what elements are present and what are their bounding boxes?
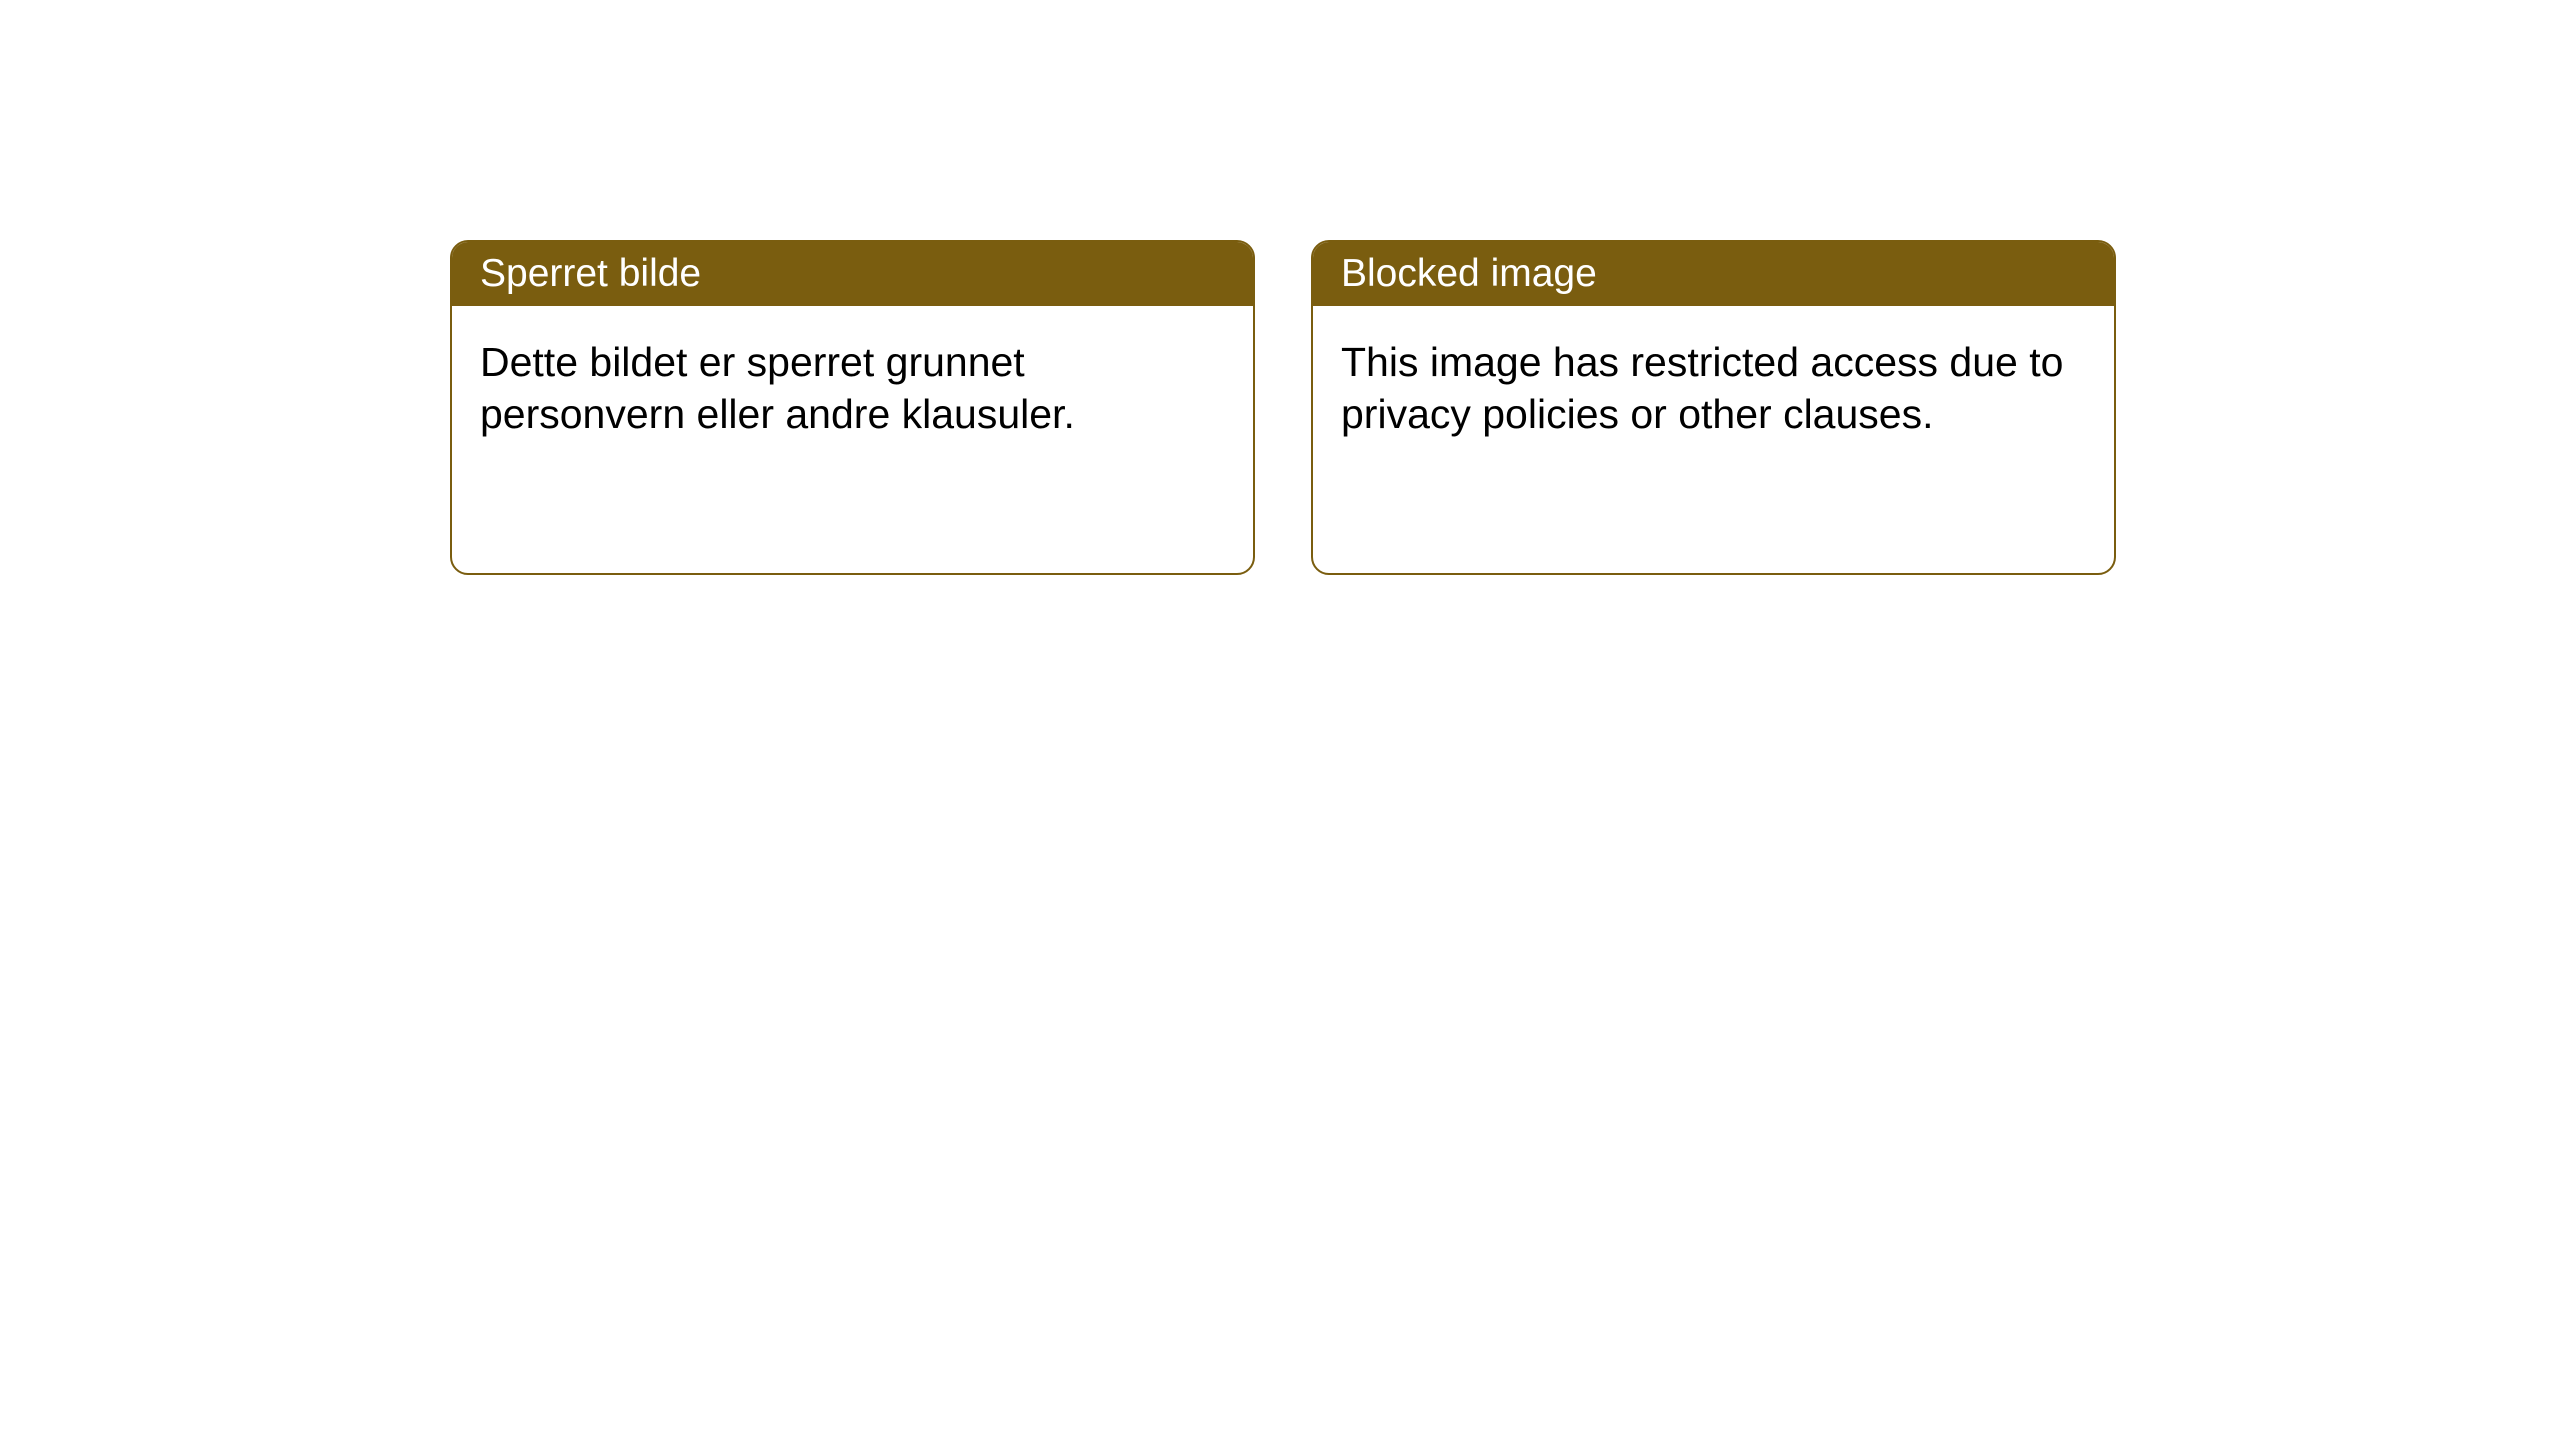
notice-card-norwegian: Sperret bilde Dette bildet er sperret gr… <box>450 240 1255 575</box>
notice-title: Blocked image <box>1341 252 1597 295</box>
notice-container: Sperret bilde Dette bildet er sperret gr… <box>0 0 2560 575</box>
notice-card-english: Blocked image This image has restricted … <box>1311 240 2116 575</box>
notice-message: This image has restricted access due to … <box>1341 339 2063 437</box>
notice-body: Dette bildet er sperret grunnet personve… <box>452 306 1253 471</box>
notice-title: Sperret bilde <box>480 252 701 295</box>
notice-message: Dette bildet er sperret grunnet personve… <box>480 339 1075 437</box>
notice-header: Sperret bilde <box>452 242 1253 306</box>
notice-body: This image has restricted access due to … <box>1313 306 2114 471</box>
notice-header: Blocked image <box>1313 242 2114 306</box>
